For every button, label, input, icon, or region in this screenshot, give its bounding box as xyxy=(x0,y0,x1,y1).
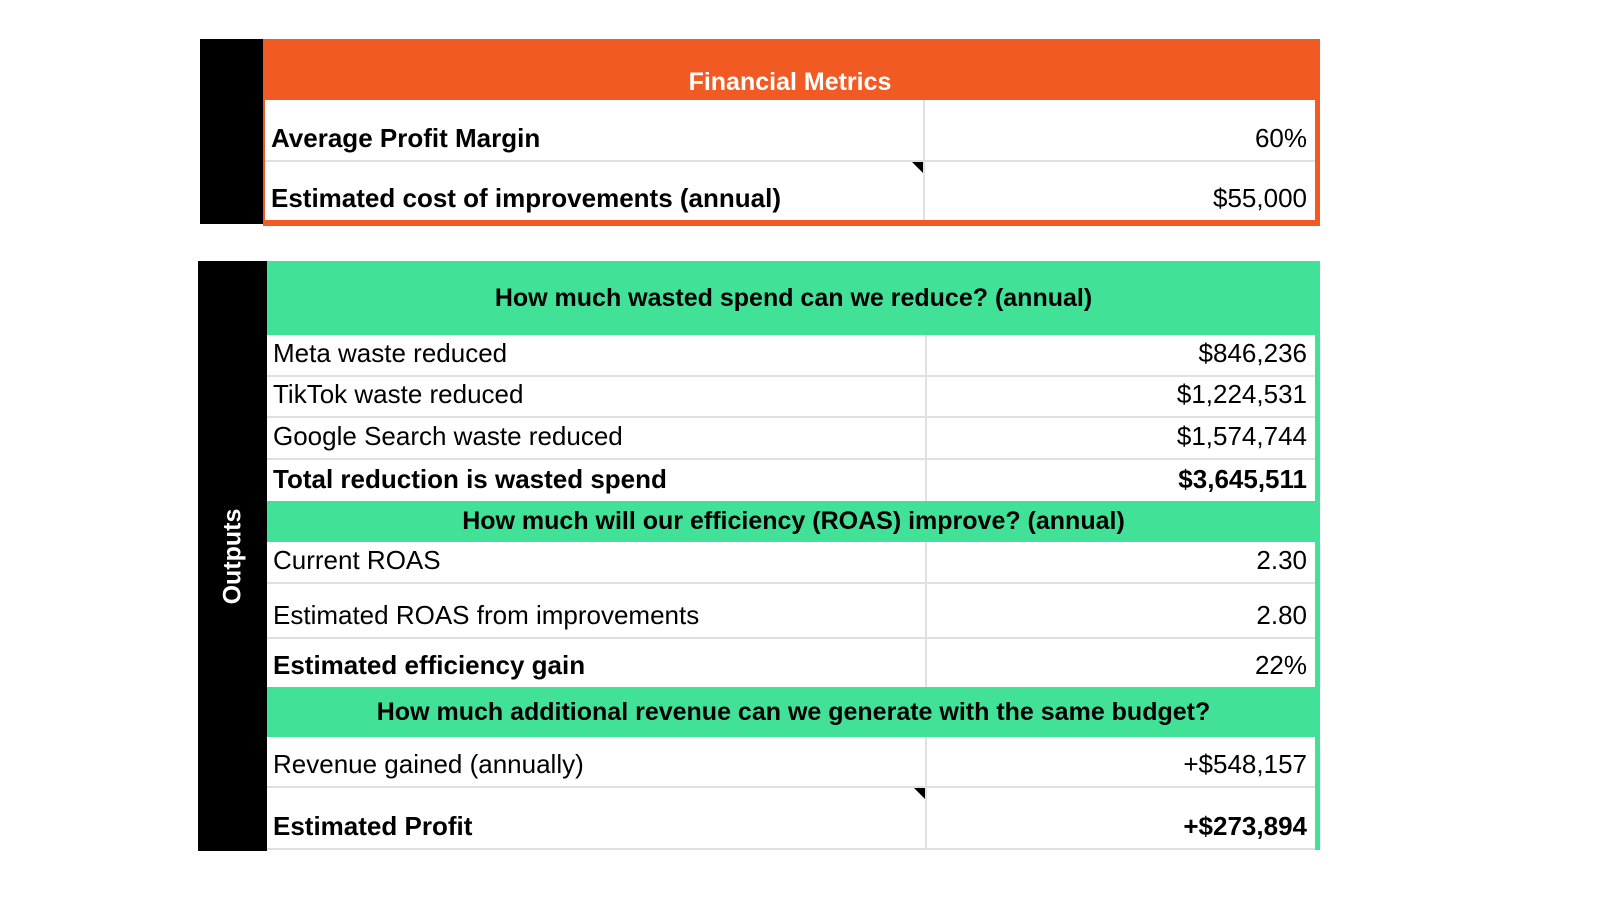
cell-label[interactable]: Current ROAS xyxy=(267,542,927,582)
cell-value[interactable]: 2.30 xyxy=(1256,545,1307,575)
section-header-roas[interactable]: How much will our efficiency (ROAS) impr… xyxy=(267,501,1320,542)
financial-row-profit-margin[interactable]: Average Profit Margin 60% xyxy=(265,100,1315,162)
outputs-side-bar xyxy=(198,261,267,851)
cell-value[interactable]: +$273,894 xyxy=(1183,811,1307,841)
section-title: How much will our efficiency (ROAS) impr… xyxy=(462,507,1125,535)
section-title: How much additional revenue can we gener… xyxy=(376,697,1211,726)
table-row[interactable]: Estimated efficiency gain 22% xyxy=(267,639,1315,687)
cell-label[interactable]: Estimated Profit xyxy=(267,788,927,848)
cell-value[interactable]: $846,236 xyxy=(1198,338,1307,368)
outputs-label-text: Outputs xyxy=(218,508,247,604)
cell-value[interactable]: $1,574,744 xyxy=(1176,421,1307,451)
cell-value[interactable]: 60% xyxy=(1254,123,1307,153)
section-title: How much wasted spend can we reduce? (an… xyxy=(494,283,1093,312)
cell-label[interactable]: Estimated cost of improvements (annual) xyxy=(265,162,925,220)
cell-label[interactable]: Revenue gained (annually) xyxy=(267,737,927,786)
table-row[interactable]: Current ROAS 2.30 xyxy=(267,542,1315,584)
comment-indicator-icon[interactable] xyxy=(914,788,925,799)
cell-label[interactable]: TikTok waste reduced xyxy=(267,377,927,416)
table-row[interactable]: Google Search waste reduced $1,574,744 xyxy=(267,418,1315,460)
cell-label[interactable]: Estimated efficiency gain xyxy=(267,639,927,687)
table-row-total[interactable]: Total reduction is wasted spend $3,645,51… xyxy=(267,460,1315,501)
table-row[interactable]: TikTok waste reduced $1,224,531 xyxy=(267,377,1315,418)
table-row[interactable]: Revenue gained (annually) +$548,157 xyxy=(267,737,1315,788)
financial-metrics-title: Financial Metrics xyxy=(688,68,892,96)
cell-value[interactable]: $1,224,531 xyxy=(1176,379,1307,409)
cell-value[interactable]: $3,645,511 xyxy=(1178,464,1307,494)
cell-label[interactable]: Meta waste reduced xyxy=(267,335,927,375)
outputs-right-border xyxy=(1314,261,1320,850)
section-header-wasted-spend[interactable]: How much wasted spend can we reduce? (an… xyxy=(267,261,1320,335)
cell-value[interactable]: $55,000 xyxy=(1213,183,1307,213)
financial-metrics-header[interactable]: Financial Metrics xyxy=(265,39,1315,100)
cell-label[interactable]: Google Search waste reduced xyxy=(267,418,927,458)
cell-value[interactable]: +$548,157 xyxy=(1183,749,1307,779)
table-row[interactable]: Estimated ROAS from improvements 2.80 xyxy=(267,584,1315,639)
financial-side-bar xyxy=(200,39,265,224)
financial-row-cost[interactable]: Estimated cost of improvements (annual) … xyxy=(265,162,1315,220)
cell-value[interactable]: 2.80 xyxy=(1256,600,1307,630)
section-header-revenue[interactable]: How much additional revenue can we gener… xyxy=(267,687,1320,737)
cell-label-text: Estimated cost of improvements (annual) xyxy=(271,183,781,213)
table-row[interactable]: Meta waste reduced $846,236 xyxy=(267,335,1315,377)
cell-label-text: Estimated Profit xyxy=(273,811,473,841)
table-row-profit[interactable]: Estimated Profit +$273,894 xyxy=(267,788,1315,850)
cell-label[interactable]: Average Profit Margin xyxy=(265,100,925,160)
cell-label[interactable]: Total reduction is wasted spend xyxy=(267,460,927,501)
outputs-side-label: Outputs xyxy=(198,261,267,851)
cell-label[interactable]: Estimated ROAS from improvements xyxy=(267,584,927,637)
cell-value[interactable]: 22% xyxy=(1254,650,1307,680)
comment-indicator-icon[interactable] xyxy=(912,162,923,173)
